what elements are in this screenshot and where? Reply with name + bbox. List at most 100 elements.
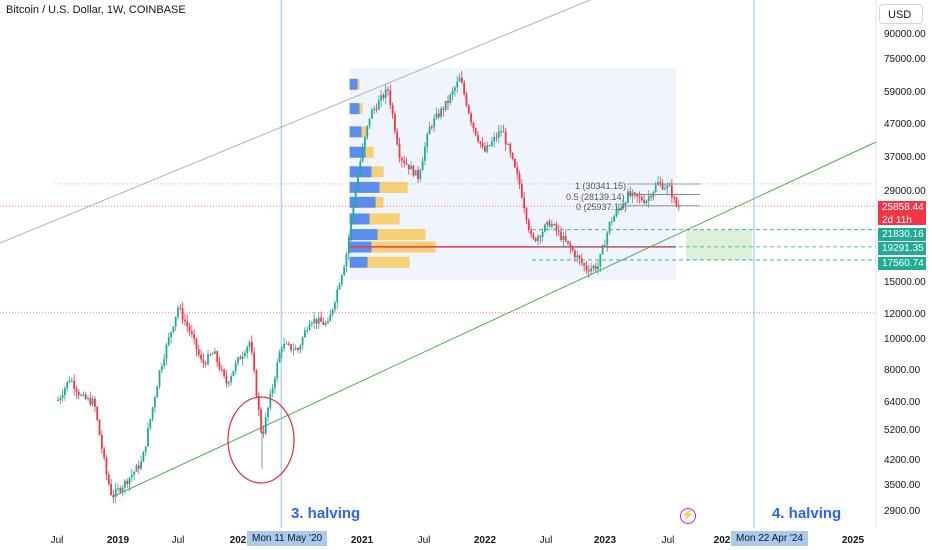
- candle-body: [91, 398, 94, 405]
- x-tick-label: 2021: [350, 535, 374, 546]
- candle-body: [184, 319, 186, 322]
- candle-body: [98, 419, 101, 436]
- candle-body: [608, 222, 611, 233]
- y-tick-label: 15000.00: [884, 277, 926, 288]
- candle-body: [75, 388, 78, 392]
- candle-body: [359, 161, 362, 173]
- y-tick-label: 12000.00: [884, 309, 926, 320]
- candle-body: [361, 147, 364, 162]
- halving-date-tag: Mon 11 May '20: [247, 531, 328, 546]
- candle-body: [177, 307, 179, 317]
- candle-body: [460, 77, 463, 83]
- candle-body: [343, 266, 346, 276]
- candle-body: [264, 417, 267, 434]
- candle-body: [412, 165, 415, 176]
- candle-body: [216, 351, 219, 363]
- candle-body: [440, 108, 442, 117]
- candle-body: [377, 100, 380, 110]
- candle-body: [638, 196, 641, 198]
- candle-body: [324, 322, 327, 325]
- candle-body: [181, 308, 184, 320]
- y-tick-label: 90000.00: [884, 29, 926, 40]
- candle-body: [87, 397, 89, 399]
- candle-body: [66, 381, 69, 389]
- candle-body: [643, 200, 646, 204]
- candle-body: [250, 341, 253, 353]
- candle-body: [650, 196, 652, 198]
- level-tag: 21830.16: [878, 228, 926, 241]
- y-tick-label: 5200.00: [884, 425, 921, 436]
- candle-body: [142, 452, 145, 462]
- candle-body: [117, 488, 119, 490]
- candle-body: [514, 159, 516, 168]
- candle-body: [331, 309, 334, 315]
- volume-profile-bar: [361, 126, 367, 138]
- candle-body: [437, 113, 440, 117]
- candle-body: [428, 126, 431, 135]
- channel-upper-line: [0, 0, 591, 244]
- candle-body: [220, 369, 223, 371]
- candle-body: [267, 407, 269, 418]
- candle-body: [664, 188, 666, 190]
- candle-body: [260, 409, 262, 432]
- candle-body: [382, 95, 385, 99]
- candle-body: [465, 94, 468, 106]
- y-tick-label: 29000.00: [884, 186, 926, 197]
- candle-body: [481, 143, 484, 147]
- candle-body: [417, 169, 419, 179]
- candle-body: [654, 185, 657, 192]
- x-tick-label: 202: [713, 535, 731, 546]
- candle-body: [174, 316, 177, 327]
- candle-body: [634, 192, 636, 194]
- x-tick-label: 2019: [106, 535, 130, 546]
- candle-body: [179, 307, 182, 309]
- candle-body: [435, 113, 438, 119]
- candle-body: [601, 245, 604, 255]
- candle-body: [497, 131, 500, 138]
- candle-body: [509, 144, 512, 153]
- candle-body: [347, 237, 350, 254]
- volume-profile-bar: [379, 181, 408, 193]
- candle-body: [313, 318, 316, 323]
- candle-body: [80, 394, 82, 396]
- candle-body: [151, 407, 154, 420]
- volume-profile-bar: [367, 256, 410, 268]
- y-tick-label: 6400.00: [884, 397, 921, 408]
- candle-body: [158, 370, 161, 387]
- candle-body: [70, 380, 73, 382]
- candle-body: [599, 254, 602, 267]
- candle-body: [207, 354, 209, 365]
- candle-body: [673, 197, 676, 199]
- candle-body: [294, 348, 297, 350]
- chart-title: Bitcoin / U.S. Dollar, 1W, COINBASE: [6, 4, 186, 16]
- candle-body: [490, 141, 493, 146]
- candle-body: [629, 191, 632, 196]
- volume-profile-bar: [349, 126, 362, 138]
- volume-profile-bar: [349, 181, 380, 193]
- candle-body: [580, 258, 583, 264]
- candle-body: [124, 480, 126, 488]
- x-tick-label: 2023: [593, 535, 617, 546]
- currency-button[interactable]: USD: [879, 4, 923, 24]
- candle-body: [84, 394, 87, 399]
- candle-body: [370, 110, 373, 119]
- candle-body: [504, 131, 507, 145]
- halving-label-4: 4. halving: [772, 505, 842, 522]
- candle-body: [548, 221, 551, 227]
- candle-body: [530, 229, 532, 235]
- candle-body: [248, 341, 251, 347]
- candle-body: [96, 406, 99, 420]
- candle-body: [518, 174, 521, 185]
- candle-body: [384, 89, 387, 99]
- lightning-icon[interactable]: ⚡: [680, 508, 696, 524]
- candle-body: [230, 376, 232, 382]
- volume-profile-bar: [349, 146, 366, 158]
- candle-body: [320, 317, 322, 322]
- candle-body: [237, 357, 239, 364]
- candle-body: [357, 172, 359, 191]
- candle-body: [523, 197, 526, 209]
- candle-body: [661, 183, 664, 190]
- candle-body: [156, 386, 159, 398]
- candle-body: [262, 431, 265, 434]
